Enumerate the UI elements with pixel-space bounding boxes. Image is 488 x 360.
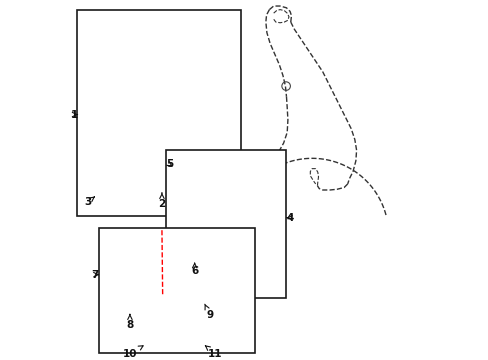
Polygon shape — [81, 150, 138, 200]
Text: 1: 1 — [71, 109, 78, 120]
Text: 7: 7 — [91, 270, 99, 280]
Circle shape — [89, 187, 94, 192]
Polygon shape — [127, 157, 144, 182]
Polygon shape — [95, 79, 116, 104]
Circle shape — [170, 183, 176, 188]
Circle shape — [192, 172, 197, 177]
Circle shape — [216, 166, 230, 180]
Polygon shape — [81, 147, 102, 157]
Circle shape — [106, 187, 112, 192]
Circle shape — [184, 258, 190, 263]
Circle shape — [184, 243, 190, 249]
Text: 4: 4 — [286, 213, 293, 223]
Circle shape — [139, 244, 143, 249]
Polygon shape — [202, 257, 223, 278]
Circle shape — [196, 331, 201, 336]
Circle shape — [121, 258, 126, 263]
Text: 3: 3 — [84, 197, 94, 207]
Text: 2: 2 — [158, 193, 165, 208]
Circle shape — [118, 70, 122, 74]
Circle shape — [106, 158, 112, 163]
Polygon shape — [173, 214, 216, 257]
Bar — [165, 150, 286, 298]
Circle shape — [227, 176, 232, 181]
Polygon shape — [186, 327, 210, 341]
Circle shape — [148, 21, 161, 34]
Circle shape — [151, 24, 158, 31]
Polygon shape — [152, 161, 208, 197]
Circle shape — [121, 247, 126, 252]
Circle shape — [170, 172, 176, 177]
Circle shape — [219, 170, 226, 177]
Text: 6: 6 — [191, 263, 198, 276]
Circle shape — [191, 272, 197, 278]
Polygon shape — [95, 54, 138, 97]
Circle shape — [220, 162, 225, 167]
Bar — [99, 229, 255, 353]
Polygon shape — [198, 186, 219, 200]
Polygon shape — [198, 246, 244, 285]
Circle shape — [103, 84, 108, 88]
Circle shape — [220, 268, 225, 274]
Polygon shape — [141, 326, 163, 341]
Circle shape — [89, 162, 94, 167]
Circle shape — [103, 70, 108, 74]
Circle shape — [248, 176, 254, 181]
Text: 5: 5 — [165, 159, 173, 169]
Circle shape — [147, 329, 155, 337]
Circle shape — [121, 269, 126, 274]
Circle shape — [242, 162, 246, 167]
Polygon shape — [163, 229, 251, 292]
Text: 10: 10 — [122, 346, 143, 359]
Polygon shape — [123, 36, 194, 125]
Circle shape — [266, 176, 271, 181]
Circle shape — [184, 176, 190, 181]
Circle shape — [216, 243, 222, 249]
Circle shape — [192, 183, 197, 188]
Text: 11: 11 — [205, 346, 222, 359]
Text: 8: 8 — [126, 315, 133, 330]
Bar — [77, 10, 241, 216]
Circle shape — [181, 166, 186, 170]
Circle shape — [259, 166, 264, 170]
Circle shape — [199, 162, 204, 167]
Circle shape — [118, 84, 122, 88]
Circle shape — [139, 269, 143, 274]
Polygon shape — [102, 232, 138, 271]
Circle shape — [153, 247, 158, 252]
Polygon shape — [134, 22, 212, 61]
Circle shape — [216, 258, 222, 263]
Circle shape — [189, 230, 196, 237]
Polygon shape — [169, 154, 280, 193]
Circle shape — [194, 329, 203, 338]
Circle shape — [89, 176, 94, 181]
Circle shape — [103, 89, 108, 94]
Circle shape — [106, 176, 112, 181]
Polygon shape — [81, 200, 99, 211]
Circle shape — [139, 258, 143, 263]
Circle shape — [206, 176, 211, 181]
Polygon shape — [109, 235, 163, 278]
Text: 9: 9 — [204, 304, 213, 320]
